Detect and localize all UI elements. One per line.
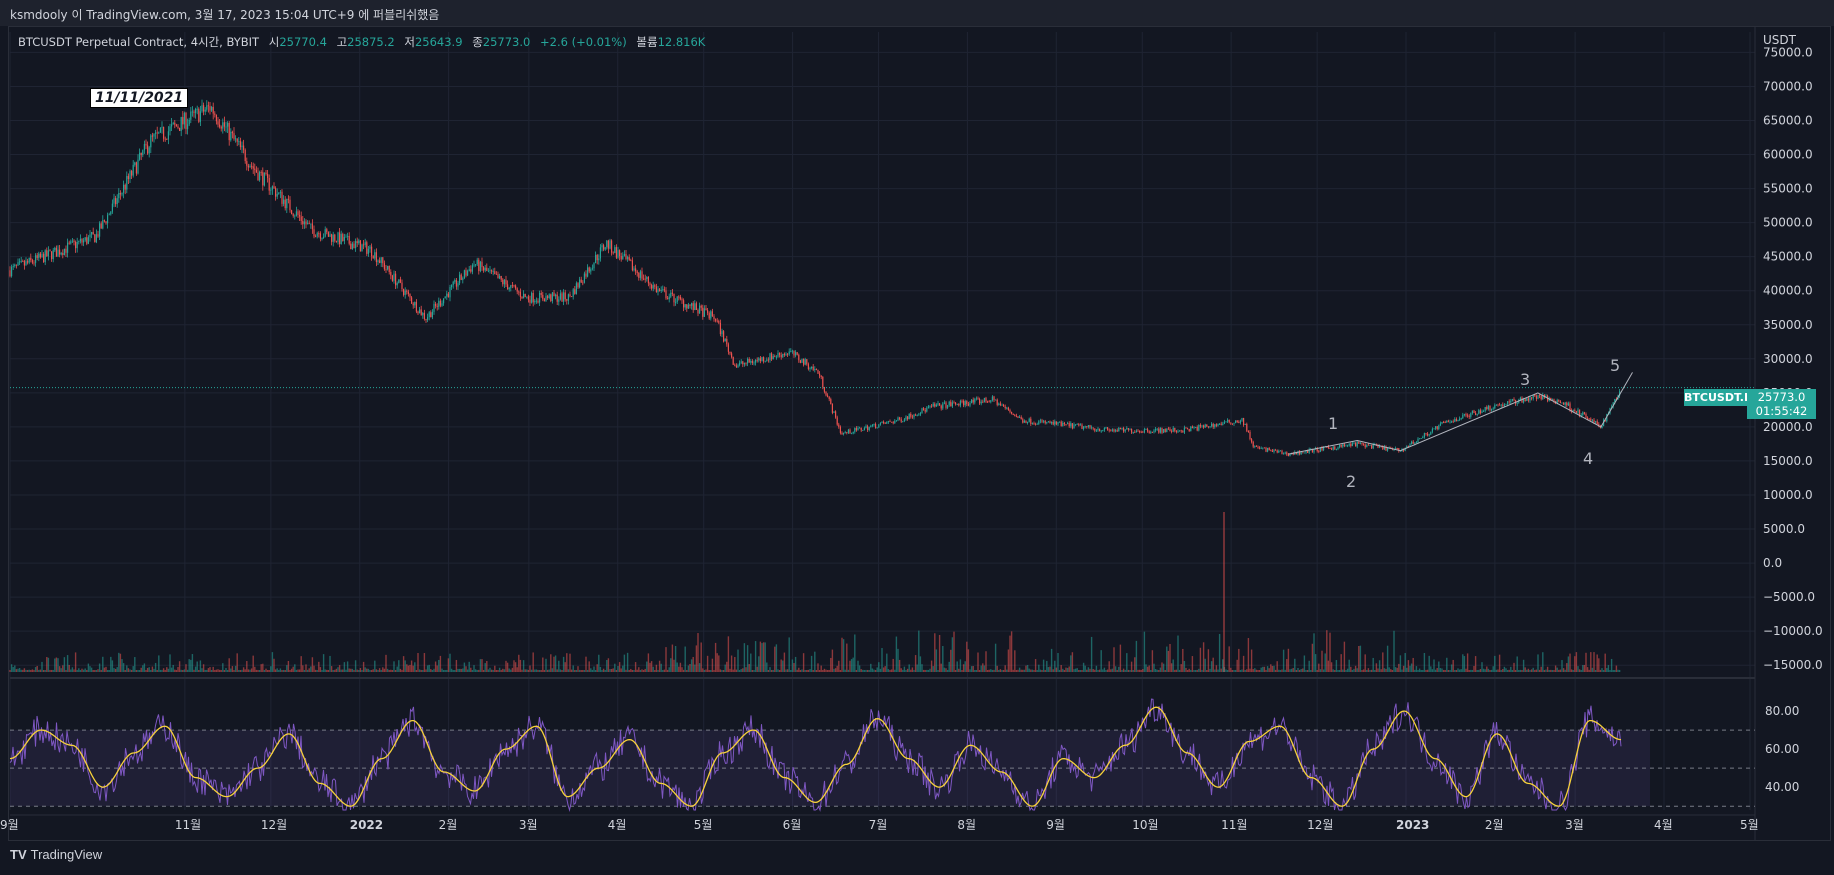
- legend-high-label: 고: [336, 35, 348, 49]
- legend-symbol[interactable]: BTCUSDT Perpetual Contract, 4시간, BYBIT: [18, 35, 260, 49]
- time-tick-label: 9월: [0, 818, 19, 832]
- rsi-tick-label: 40.00: [1765, 780, 1799, 794]
- time-tick-label: 5월: [1740, 818, 1759, 832]
- date-annotation[interactable]: 11/11/2021: [90, 88, 189, 108]
- volume-bars: [9, 512, 1621, 672]
- time-tick-label: 6월: [783, 818, 802, 832]
- price-tick-label: 50000.0: [1763, 216, 1813, 230]
- price-tick-label: 60000.0: [1763, 148, 1813, 162]
- time-tick-label: 11월: [175, 818, 201, 832]
- price-tick-label: 30000.0: [1763, 352, 1813, 366]
- symbol-badge: BTCUSDT.P: [1684, 389, 1753, 406]
- time-tick-label: 12월: [261, 818, 287, 832]
- price-tick-label: 40000.0: [1763, 284, 1813, 298]
- legend-low: 25643.9: [414, 35, 463, 49]
- tv-logo-icon: TV: [10, 847, 27, 862]
- price-tick-label: −5000.0: [1763, 590, 1815, 604]
- chart-frame[interactable]: [8, 26, 1831, 841]
- tradingview-logo[interactable]: TV TradingView: [10, 847, 102, 862]
- last-price: 25773.0: [1757, 390, 1806, 404]
- time-tick-label: 7월: [869, 818, 888, 832]
- rsi-pane: [9, 698, 1755, 812]
- time-tick-label: 10월: [1132, 818, 1158, 832]
- wave-label-3: 3: [1520, 370, 1530, 389]
- tv-brand: TradingView: [30, 847, 103, 862]
- elliott-wave-lines: [1288, 372, 1633, 455]
- time-tick-label: 2023: [1396, 818, 1429, 832]
- price-axis[interactable]: 75000.0 70000.0 65000.0 60000.0 55000.0 50000…: [1763, 45, 1823, 672]
- header-bar: ksmdooly 이 TradingView.com, 3월 17, 2023 …: [0, 0, 1834, 26]
- price-tick-label: 20000.0: [1763, 420, 1813, 434]
- price-tick-label: 70000.0: [1763, 79, 1813, 93]
- time-tick-label: 3월: [1565, 818, 1584, 832]
- time-tick-label: 2월: [1485, 818, 1504, 832]
- price-tick-label: 15000.0: [1763, 454, 1813, 468]
- rsi-axis[interactable]: 80.00 60.00 40.00: [1765, 704, 1799, 794]
- price-tick-label: 5000.0: [1763, 522, 1805, 536]
- rsi-tick-label: 60.00: [1765, 742, 1799, 756]
- price-tick-label: 75000.0: [1763, 45, 1813, 59]
- price-tick-label: 55000.0: [1763, 182, 1813, 196]
- legend-low-label: 저: [404, 35, 415, 49]
- price-tick-label: 0.0: [1763, 556, 1782, 570]
- price-tick-label: −15000.0: [1763, 658, 1823, 672]
- price-tick-label: 65000.0: [1763, 114, 1813, 128]
- symbol-legend[interactable]: BTCUSDT Perpetual Contract, 4시간, BYBIT 시…: [18, 34, 705, 50]
- wave-label-5: 5: [1610, 356, 1620, 375]
- legend-close-label: 종: [472, 35, 483, 49]
- legend-close: 25773.0: [482, 35, 531, 49]
- time-tick-label: 8월: [957, 818, 976, 832]
- price-tick-label: 35000.0: [1763, 318, 1813, 332]
- legend-open-label: 시: [268, 35, 280, 49]
- price-tick-label: 10000.0: [1763, 488, 1813, 502]
- price-tick-label: 45000.0: [1763, 250, 1813, 264]
- time-tick-label: 2022: [350, 818, 383, 832]
- legend-volume-label: 볼륨: [636, 35, 658, 49]
- price-tick-label: −10000.0: [1763, 624, 1823, 638]
- time-tick-label: 2월: [439, 818, 458, 832]
- header-caption: ksmdooly 이 TradingView.com, 3월 17, 2023 …: [10, 8, 440, 22]
- legend-volume: 12.816K: [657, 35, 706, 49]
- legend-open: 25770.4: [279, 35, 327, 49]
- time-axis[interactable]: 9월 11월 12월 2022 2월 3월 4월 5월 6월 7월 8월 9월 10월 11월 12월 202…: [0, 818, 1759, 832]
- time-tick-label: 9월: [1046, 818, 1065, 832]
- legend-change: +2.6 (+0.01%): [540, 35, 627, 49]
- grid: [9, 26, 1756, 840]
- time-tick-label: 4월: [1654, 818, 1673, 832]
- bar-countdown: 01:55:42: [1755, 404, 1808, 418]
- time-tick-label: 11월: [1221, 818, 1247, 832]
- time-tick-label: 3월: [519, 818, 538, 832]
- wave-label-2: 2: [1346, 472, 1356, 491]
- currency-label: USDT: [1763, 33, 1797, 47]
- wave-label-4: 4: [1583, 449, 1593, 468]
- last-price-badge: 25773.0 01:55:42: [1747, 389, 1816, 419]
- legend-high: 25875.2: [347, 35, 395, 49]
- time-tick-label: 12월: [1307, 818, 1333, 832]
- wave-label-1: 1: [1328, 414, 1338, 433]
- time-tick-label: 4월: [608, 818, 627, 832]
- rsi-tick-label: 80.00: [1765, 704, 1799, 718]
- time-tick-label: 5월: [694, 818, 713, 832]
